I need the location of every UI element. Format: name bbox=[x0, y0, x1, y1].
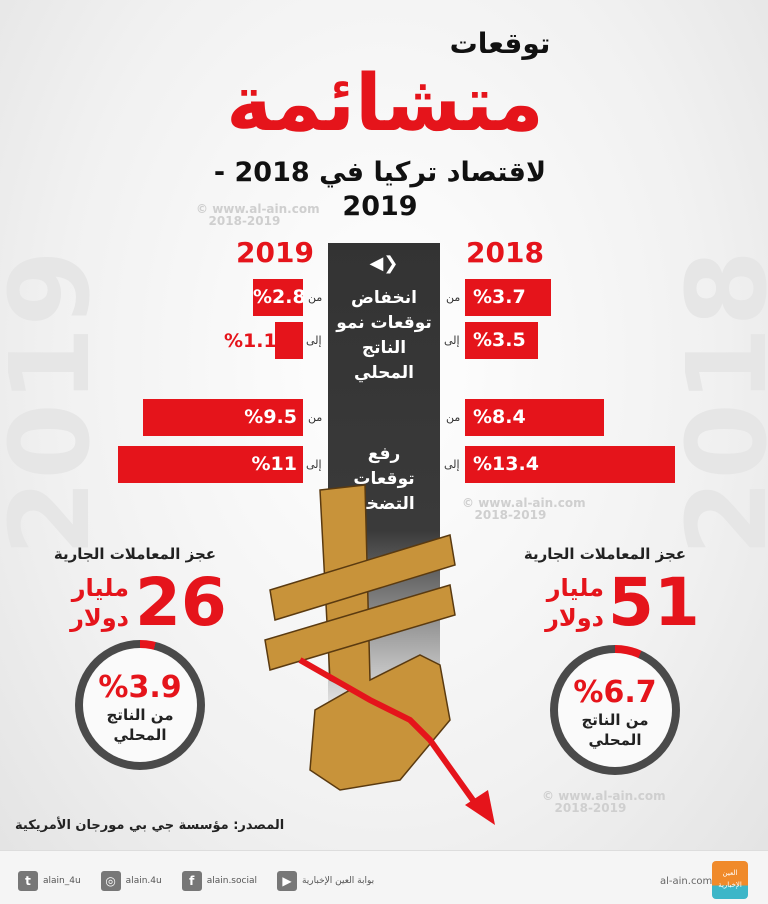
gdp-2018-to-bar: %3.5 bbox=[465, 322, 538, 359]
social-label: بوابة العين الإخبارية bbox=[301, 876, 375, 886]
ca-2019-value: 26 bbox=[135, 564, 227, 641]
ca-2019-title: عجز المعاملات الجارية bbox=[53, 545, 216, 563]
watermark-site: www.al-ain.com bbox=[212, 202, 320, 216]
inflation-2019-to-bar: %11 bbox=[118, 446, 303, 483]
year-2019: 2019 bbox=[236, 236, 314, 269]
center-column: ◀❯ انخفاض توقعات نمو الناتج المحلي رفع ت… bbox=[328, 243, 440, 723]
ca-2019-unit2: دولار bbox=[70, 604, 129, 632]
social-links: t alain_4u ◎ alain.4u f alain.social ▶ بوابة… bbox=[18, 871, 374, 891]
gdp-2018-from-bar: %3.7 bbox=[465, 279, 551, 316]
subtitle: لاقتصاد تركيا في 2018 - 2019 bbox=[213, 157, 547, 222]
social-label: alain.4u bbox=[125, 876, 162, 886]
to-label: إلى bbox=[444, 334, 460, 347]
inflation-2018-to-bar: %13.4 bbox=[465, 446, 675, 483]
gdp-label: انخفاض توقعات نمو الناتج المحلي bbox=[336, 288, 432, 383]
ca-2019-unit1: مليار bbox=[71, 574, 129, 602]
social-instagram[interactable]: ◎ alain.4u bbox=[100, 871, 162, 891]
source-note: المصدر: مؤسسة جي بي مورجان الأمريكية bbox=[15, 818, 285, 833]
cracked-lira-icon bbox=[264, 484, 495, 825]
watermark-years: 2018-2019 bbox=[474, 508, 547, 522]
ca-2018-gdp-ring: %6.7 من الناتج المحلي bbox=[550, 645, 680, 775]
title-kicker: توقعات bbox=[449, 27, 551, 60]
social-label: alain_4u bbox=[43, 876, 81, 886]
watermark: © www.al-ain.com 2018-2019 bbox=[196, 202, 320, 228]
to-label: إلى bbox=[306, 334, 322, 347]
inflation-2019-from-bar: %9.5 bbox=[143, 399, 303, 436]
ca-2018-pct-label2: المحلي bbox=[588, 731, 642, 749]
twitter-icon: t bbox=[18, 871, 38, 891]
gdp-2019-to-value: %1.1 bbox=[224, 330, 277, 352]
to-label: إلى bbox=[306, 458, 322, 471]
al-ain-logo: العين الإخبارية bbox=[712, 861, 748, 899]
ca-2018-unit2: دولار bbox=[545, 604, 604, 632]
facebook-icon: f bbox=[181, 871, 202, 891]
year-2018: 2018 bbox=[466, 236, 544, 269]
ca-2019-pct: %3.9 bbox=[98, 670, 182, 705]
ca-2018-title: عجز المعاملات الجارية bbox=[523, 545, 686, 563]
watermark: © www.al-ain.com 2018-2019 bbox=[462, 496, 586, 522]
ca-2018-pct: %6.7 bbox=[573, 675, 657, 710]
page-title: متشائمة bbox=[226, 59, 546, 149]
left-right-arrows-icon: ◀❯ bbox=[369, 253, 399, 274]
footer-site[interactable]: al-ain.com bbox=[660, 876, 713, 887]
from-label: من bbox=[446, 291, 461, 304]
inflation-label: رفع توقعات التضخم bbox=[353, 444, 415, 514]
gdp-2019-from-bar: %2.8 bbox=[253, 279, 306, 316]
bg-year-right: 2018 bbox=[663, 250, 768, 557]
footer: t alain_4u ◎ alain.4u f alain.social ▶ بوابة… bbox=[0, 850, 768, 904]
ca-2019-gdp-ring: %3.9 من الناتج المحلي bbox=[75, 640, 205, 770]
inflation-2018-from-bar: %8.4 bbox=[465, 399, 604, 436]
ca-2019-pct-label2: المحلي bbox=[113, 726, 167, 744]
watermark-site: www.al-ain.com bbox=[478, 496, 586, 510]
to-label: إلى bbox=[444, 458, 460, 471]
from-label: من bbox=[308, 411, 323, 424]
ca-2018-unit1: مليار bbox=[546, 574, 604, 602]
social-label: alain.social bbox=[206, 876, 257, 886]
watermark-years: 2018-2019 bbox=[208, 214, 281, 228]
instagram-icon: ◎ bbox=[100, 871, 121, 891]
watermark-years: 2018-2019 bbox=[554, 801, 627, 815]
bg-year-left: 2019 bbox=[0, 250, 114, 557]
ca-2018-pct-label1: من الناتج bbox=[581, 711, 649, 729]
youtube-icon: ▶ bbox=[276, 871, 297, 891]
social-youtube[interactable]: ▶ بوابة العين الإخبارية bbox=[276, 871, 375, 891]
watermark: © www.al-ain.com 2018-2019 bbox=[542, 789, 666, 815]
watermark-site: www.al-ain.com bbox=[558, 789, 666, 803]
from-label: من bbox=[446, 411, 461, 424]
gdp-2019-to-bar bbox=[275, 322, 303, 359]
social-twitter[interactable]: t alain_4u bbox=[18, 871, 81, 891]
ca-2019-pct-label1: من الناتج bbox=[106, 706, 174, 724]
ca-2018-value: 51 bbox=[608, 564, 700, 641]
from-label: من bbox=[308, 291, 323, 304]
social-facebook[interactable]: f alain.social bbox=[181, 871, 257, 891]
